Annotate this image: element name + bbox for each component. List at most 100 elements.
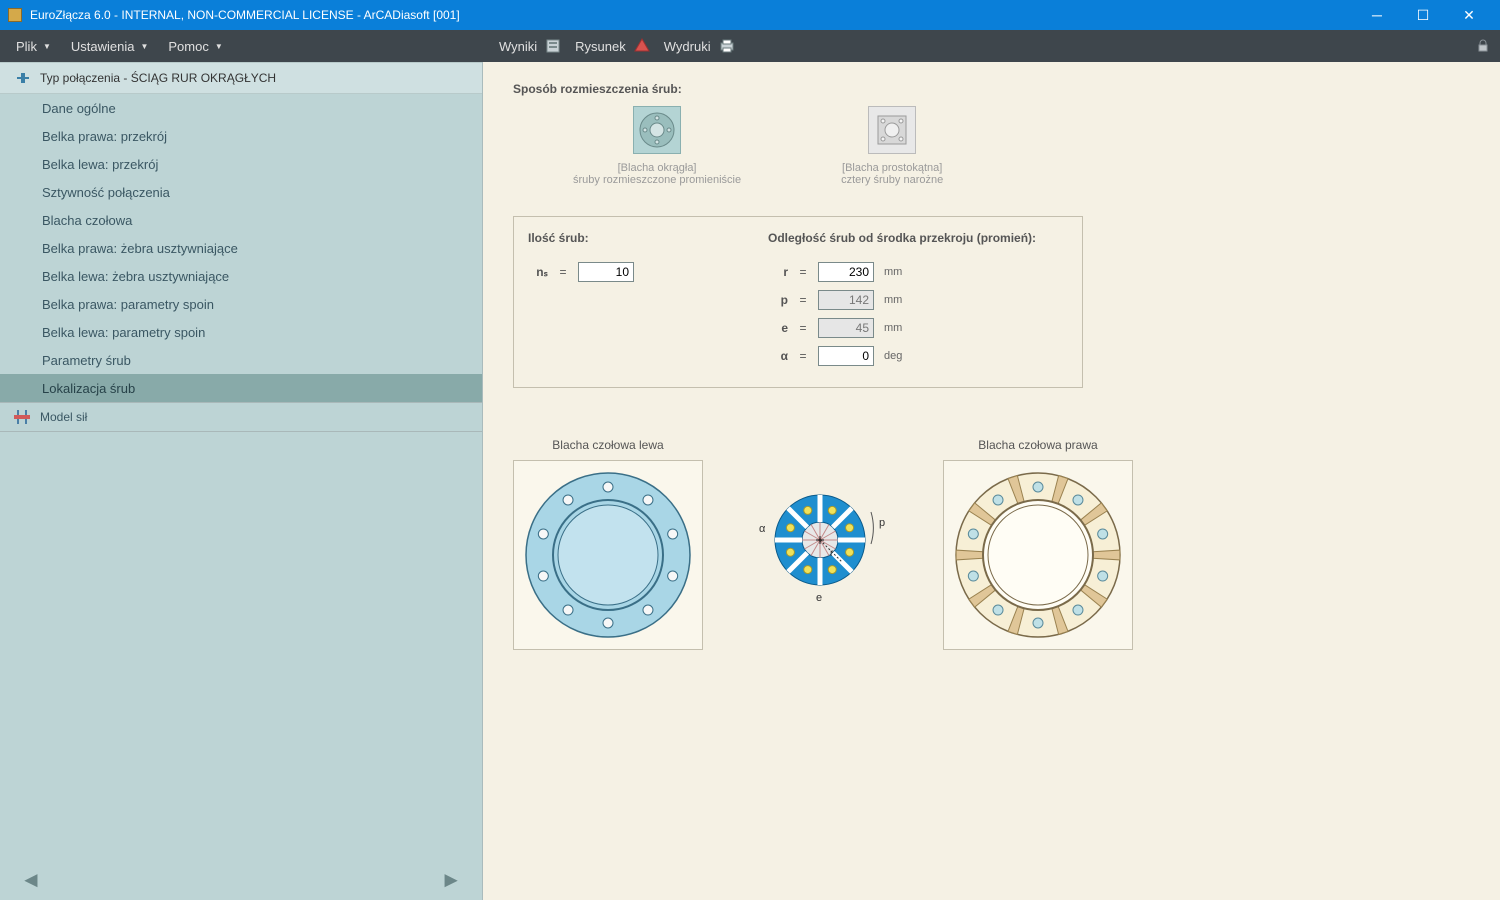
caret-down-icon: ▼ [215,42,223,51]
equals-sign: = [798,321,808,335]
menubar-right: Wyniki Rysunek Wydruki [483,30,1500,62]
diagram-left-label: Blacha czołowa lewa [513,438,703,452]
menu-wydruki[interactable]: Wydruki [664,38,735,54]
sidebar-item[interactable]: Sztywność połączenia [0,178,482,206]
sidebar-item[interactable]: Belka lewa: przekrój [0,150,482,178]
menu-plik[interactable]: Plik ▼ [16,39,51,54]
param-r-input[interactable] [818,262,874,282]
menubar: Plik ▼ Ustawienia ▼ Pomoc ▼ Wyniki Rysun… [0,30,1500,62]
sidebar-item[interactable]: Belka prawa: parametry spoin [0,290,482,318]
param-e-unit: mm [884,322,912,334]
param-e-symbol: e [768,321,788,335]
equals-sign: = [798,265,808,279]
param-ns: nₛ = [528,261,708,283]
count-label: Ilość śrub: [528,231,708,245]
distance-label: Odległość śrub od środka przekroju (prom… [768,231,1036,245]
layout-option-rect[interactable]: [Blacha prostokątna] cztery śruby narożn… [841,106,943,186]
params-box: Ilość śrub: nₛ = Odległość śrub od środk… [513,216,1083,388]
diagram-right-label: Blacha czołowa prawa [943,438,1133,452]
menu-pomoc[interactable]: Pomoc ▼ [168,39,222,54]
sidebar-item[interactable]: Blacha czołowa [0,206,482,234]
sidebar-item[interactable]: Parametry śrub [0,346,482,374]
nav-next-button[interactable]: ► [440,867,462,893]
param-a-symbol: α [768,349,788,363]
svg-text:α: α [759,523,766,535]
connection-type-icon [16,71,30,85]
equals-sign: = [558,265,568,279]
param-p-unit: mm [884,294,912,306]
menu-ustawienia-label: Ustawienia [71,39,135,54]
param-ns-symbol: nₛ [528,265,548,279]
param-e: e = mm [768,317,1036,339]
main-area: Typ połączenia - ŚCIĄG RUR OKRĄGŁYCH Dan… [0,62,1500,900]
titlebar: EuroZłącza 6.0 - INTERNAL, NON-COMMERCIA… [0,0,1500,30]
menubar-left: Plik ▼ Ustawienia ▼ Pomoc ▼ [0,30,483,62]
printer-icon [719,38,735,54]
menu-pomoc-label: Pomoc [168,39,208,54]
equals-sign: = [798,293,808,307]
param-r-unit: mm [884,266,912,278]
param-a-input[interactable] [818,346,874,366]
param-p-input [818,290,874,310]
rect-plate-icon [868,106,916,154]
diagram-right: Blacha czołowa prawa [943,438,1133,650]
sidebar: Typ połączenia - ŚCIĄG RUR OKRĄGŁYCH Dan… [0,62,483,900]
lock-icon [1476,39,1490,53]
round-plate-icon [633,106,681,154]
sidebar-item[interactable]: Belka prawa: przekrój [0,122,482,150]
model-icon [14,410,30,424]
layout-options: [Blacha okrągła] śruby rozmieszczone pro… [573,106,1470,186]
layout-option-sub: śruby rozmieszczone promieniście [573,174,741,186]
svg-text:p: p [879,517,885,529]
diagram-left: Blacha czołowa lewa [513,438,703,650]
close-button[interactable]: ✕ [1446,0,1492,30]
app-icon [8,8,22,22]
results-icon [545,38,561,54]
maximize-button[interactable]: ☐ [1400,0,1446,30]
diagram-left-box [513,460,703,650]
content: Sposób rozmieszczenia śrub: [Blacha okrą… [483,62,1500,900]
menu-ustawienia[interactable]: Ustawienia ▼ [71,39,149,54]
caret-down-icon: ▼ [140,42,148,51]
menu-plik-label: Plik [16,39,37,54]
diagram-middle: pαer [743,462,903,612]
menu-rysunek[interactable]: Rysunek [575,38,650,54]
caret-down-icon: ▼ [43,42,51,51]
menu-wyniki-label: Wyniki [499,39,537,54]
sidebar-header[interactable]: Typ połączenia - ŚCIĄG RUR OKRĄGŁYCH [0,62,482,94]
param-a: α = deg [768,345,1036,367]
svg-text:e: e [816,592,822,604]
equals-sign: = [798,349,808,363]
menu-rysunek-label: Rysunek [575,39,626,54]
drawing-icon [634,38,650,54]
param-e-input [818,318,874,338]
sidebar-item[interactable]: Belka prawa: żebra usztywniające [0,234,482,262]
sidebar-item[interactable]: Lokalizacja śrub [0,374,482,402]
param-r-symbol: r [768,265,788,279]
param-ns-input[interactable] [578,262,634,282]
nav-prev-button[interactable]: ◄ [20,867,42,893]
menu-wydruki-label: Wydruki [664,39,711,54]
diagram-right-box [943,460,1133,650]
sidebar-model-label: Model sił [40,410,87,424]
diagrams: Blacha czołowa lewa pαer Blacha czołowa … [513,438,1470,650]
param-p-symbol: p [768,293,788,307]
param-p: p = mm [768,289,1036,311]
layout-title: Sposób rozmieszczenia śrub: [513,82,1470,96]
sidebar-nav: ◄ ► [0,860,482,900]
layout-option-round[interactable]: [Blacha okrągła] śruby rozmieszczone pro… [573,106,741,186]
sidebar-model[interactable]: Model sił [0,402,482,432]
layout-option-title: [Blacha prostokątna] [841,162,943,174]
menu-wyniki[interactable]: Wyniki [499,38,561,54]
window-title: EuroZłącza 6.0 - INTERNAL, NON-COMMERCIA… [30,8,1354,22]
minimize-button[interactable]: ─ [1354,0,1400,30]
window-buttons: ─ ☐ ✕ [1354,0,1492,30]
layout-option-sub: cztery śruby narożne [841,174,943,186]
param-a-unit: deg [884,350,912,362]
layout-option-title: [Blacha okrągła] [573,162,741,174]
param-r: r = mm [768,261,1036,283]
sidebar-item[interactable]: Belka lewa: parametry spoin [0,318,482,346]
sidebar-header-label: Typ połączenia - ŚCIĄG RUR OKRĄGŁYCH [40,71,276,85]
sidebar-item[interactable]: Dane ogólne [0,94,482,122]
sidebar-item[interactable]: Belka lewa: żebra usztywniające [0,262,482,290]
